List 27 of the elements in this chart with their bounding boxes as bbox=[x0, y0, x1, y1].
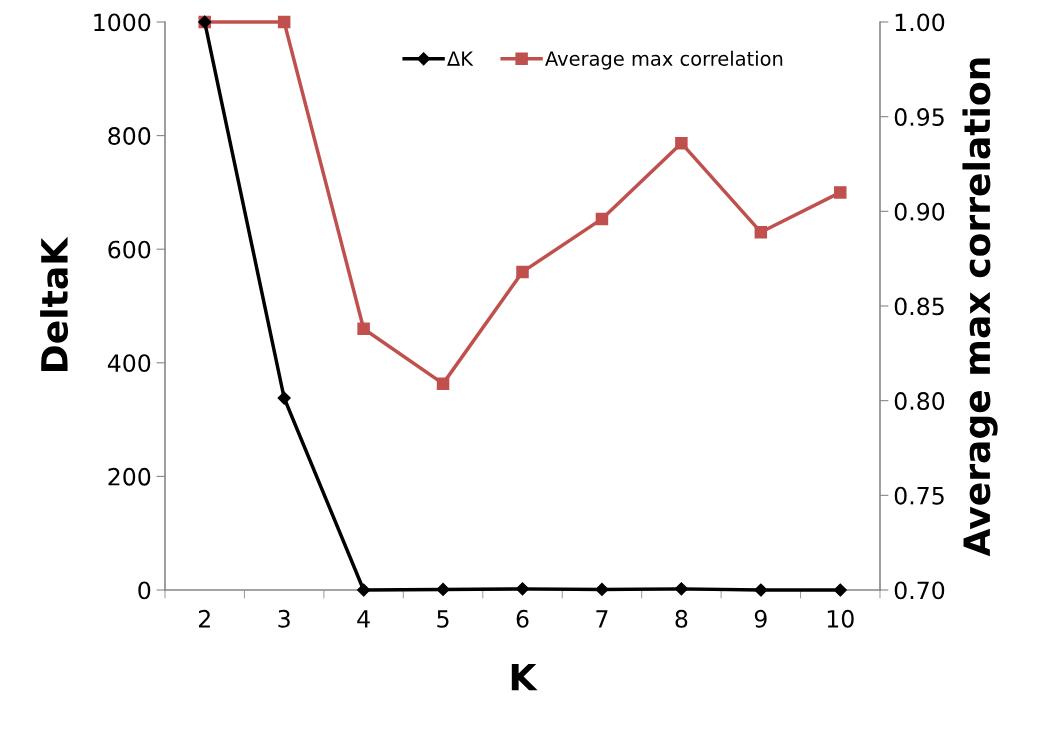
y-axis-title: DeltaK bbox=[40, 236, 69, 371]
legend-label: ΔK bbox=[447, 51, 474, 66]
x-tick-label: 7 bbox=[596, 610, 608, 628]
x-tick-label: 10 bbox=[827, 609, 854, 628]
x-tick-label: 3 bbox=[278, 609, 290, 628]
x-tick-label: 8 bbox=[675, 609, 688, 628]
y-tick-label: 800 bbox=[108, 127, 151, 145]
y2-tick-label: 0.85 bbox=[894, 297, 944, 316]
y-tick-label: 200 bbox=[108, 467, 151, 486]
y-tick-label: 600 bbox=[108, 240, 151, 259]
y2-tick-label: 1.00 bbox=[895, 13, 945, 32]
y2-tick-label: 0.80 bbox=[894, 392, 945, 410]
y2-axis-title: Average max correlation bbox=[962, 58, 998, 557]
y2-tick-label: 0.95 bbox=[894, 108, 944, 126]
legend-label: Average max correlation bbox=[545, 50, 783, 70]
y-tick-label: 400 bbox=[107, 354, 151, 373]
x-tick-label: 2 bbox=[198, 609, 210, 628]
x-tick-label: 4 bbox=[357, 610, 370, 628]
y2-tick-label: 0.75 bbox=[894, 486, 944, 505]
y2-tick-label: 0.90 bbox=[894, 202, 945, 221]
y-tick-label: 0 bbox=[138, 581, 151, 600]
y-tick-label: 1000 bbox=[94, 13, 151, 32]
y2-tick-label: 0.70 bbox=[894, 581, 945, 600]
x-tick-label: 9 bbox=[754, 609, 767, 628]
x-axis-title: K bbox=[511, 663, 538, 691]
x-tick-label: 6 bbox=[516, 609, 529, 628]
x-tick-label: 5 bbox=[437, 610, 449, 628]
